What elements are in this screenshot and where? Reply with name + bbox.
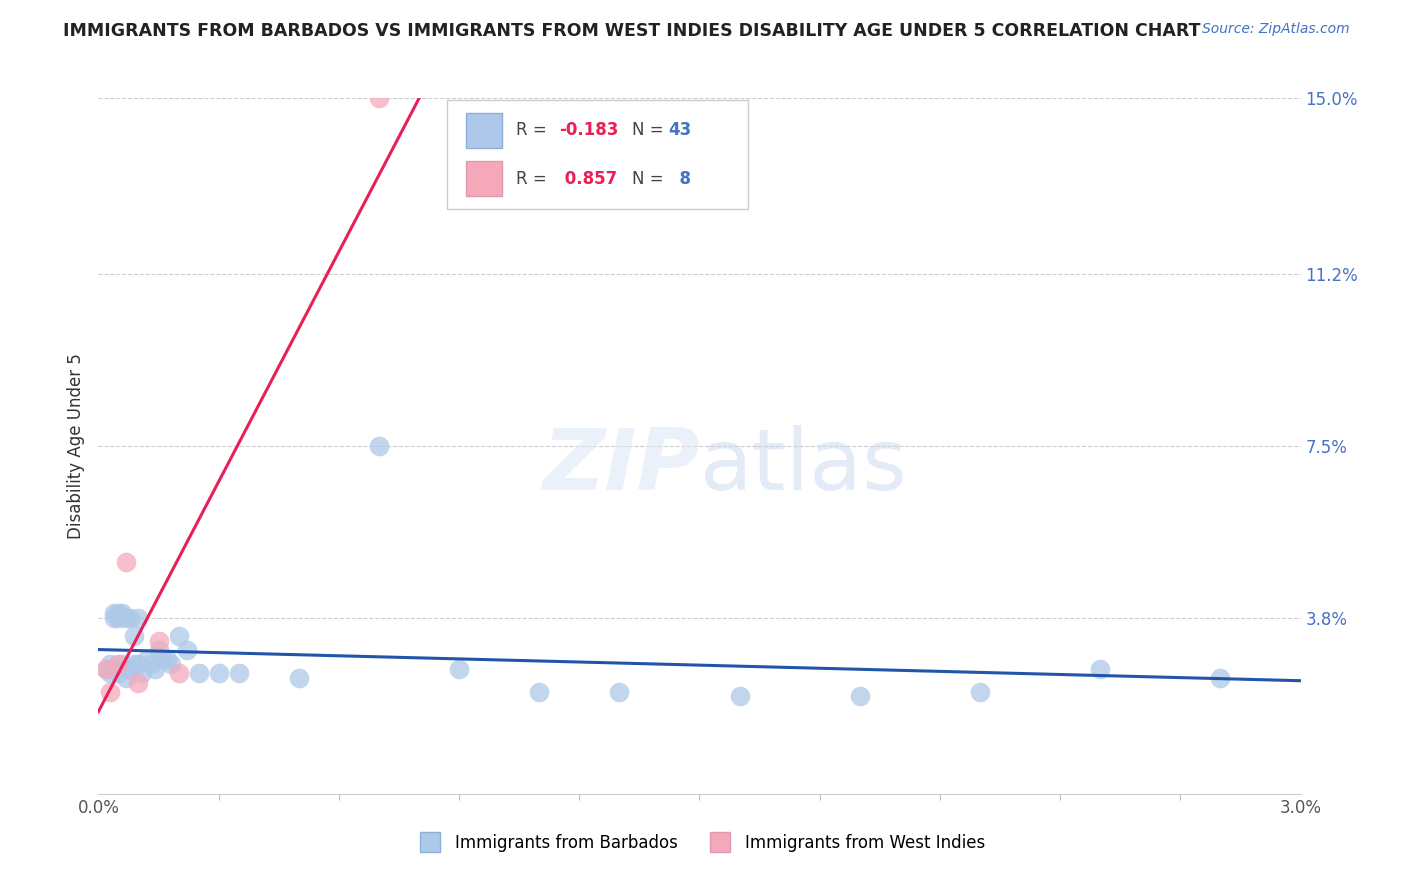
- Point: [124, 629, 146, 643]
- Point: [103, 606, 125, 620]
- Point: [155, 652, 177, 666]
- Point: [115, 610, 138, 624]
- Point: [103, 610, 125, 624]
- Point: [609, 685, 631, 699]
- Point: [128, 657, 150, 671]
- Point: [100, 657, 122, 671]
- FancyBboxPatch shape: [447, 100, 748, 210]
- Point: [107, 606, 129, 620]
- Point: [115, 671, 138, 685]
- Point: [208, 666, 231, 681]
- Text: N =: N =: [633, 121, 669, 139]
- Point: [176, 643, 198, 657]
- Text: R =: R =: [516, 169, 551, 188]
- FancyBboxPatch shape: [467, 161, 502, 196]
- Point: [849, 690, 872, 704]
- Point: [100, 666, 122, 681]
- Text: R =: R =: [516, 121, 551, 139]
- Point: [1090, 662, 1112, 676]
- Point: [187, 666, 209, 681]
- Point: [529, 685, 551, 699]
- Point: [107, 610, 129, 624]
- Point: [96, 662, 118, 676]
- Point: [107, 657, 129, 671]
- Point: [115, 662, 138, 676]
- Point: [148, 643, 170, 657]
- Point: [143, 662, 166, 676]
- Point: [124, 657, 146, 671]
- Point: [135, 652, 157, 666]
- Point: [152, 652, 174, 666]
- Point: [107, 666, 129, 681]
- Text: IMMIGRANTS FROM BARBADOS VS IMMIGRANTS FROM WEST INDIES DISABILITY AGE UNDER 5 C: IMMIGRANTS FROM BARBADOS VS IMMIGRANTS F…: [63, 22, 1201, 40]
- Text: ZIP: ZIP: [541, 425, 700, 508]
- Point: [368, 439, 391, 453]
- Point: [159, 657, 181, 671]
- Point: [1209, 671, 1232, 685]
- Point: [447, 662, 470, 676]
- Point: [969, 685, 991, 699]
- Text: 43: 43: [668, 121, 692, 139]
- Point: [111, 606, 134, 620]
- Point: [167, 629, 190, 643]
- Point: [288, 671, 311, 685]
- Point: [103, 662, 125, 676]
- Point: [100, 685, 122, 699]
- Text: 8: 8: [668, 169, 692, 188]
- Point: [148, 633, 170, 648]
- Text: Source: ZipAtlas.com: Source: ZipAtlas.com: [1202, 22, 1350, 37]
- Point: [728, 690, 751, 704]
- Legend: Immigrants from Barbados, Immigrants from West Indies: Immigrants from Barbados, Immigrants fro…: [408, 827, 991, 859]
- Point: [131, 666, 153, 681]
- Point: [167, 666, 190, 681]
- FancyBboxPatch shape: [467, 112, 502, 147]
- Text: N =: N =: [633, 169, 669, 188]
- Text: 0.857: 0.857: [558, 169, 617, 188]
- Point: [128, 675, 150, 690]
- Point: [228, 666, 250, 681]
- Point: [120, 662, 142, 676]
- Point: [128, 610, 150, 624]
- Text: atlas: atlas: [700, 425, 907, 508]
- Point: [96, 662, 118, 676]
- Text: -0.183: -0.183: [558, 121, 619, 139]
- Point: [139, 657, 162, 671]
- Point: [115, 555, 138, 569]
- Point: [120, 610, 142, 624]
- Point: [368, 91, 391, 105]
- Y-axis label: Disability Age Under 5: Disability Age Under 5: [66, 353, 84, 539]
- Point: [111, 657, 134, 671]
